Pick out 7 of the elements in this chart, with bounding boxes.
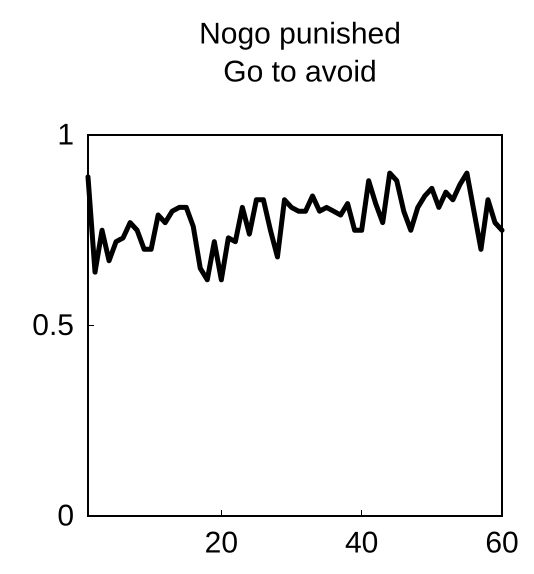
x-tick-label: 20 [204,526,238,560]
chart-title: Nogo punished Go to avoid [199,18,401,88]
y-tick-label: 0.5 [32,309,74,342]
y-tick-label: 1 [57,118,74,152]
y-tick-label: 0 [57,500,74,532]
x-tick-label: 40 [344,526,378,560]
x-tick-label: 60 [485,526,519,560]
